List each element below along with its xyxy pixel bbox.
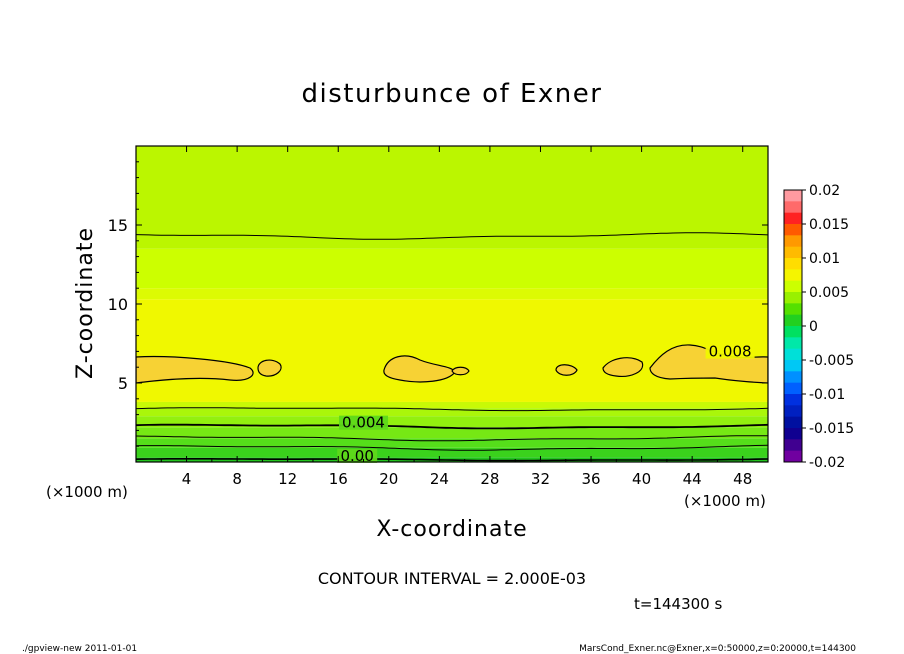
x-unit-label-left: (×1000 m) (46, 483, 128, 501)
x-tick-label-20: 20 (379, 470, 398, 488)
contour-label-0: 0.008 (709, 343, 752, 361)
contour-label-bg-2 (337, 448, 378, 463)
colorbar-segment-17 (784, 382, 802, 395)
colorbar-segment-22 (784, 439, 802, 452)
band-9 (136, 248, 768, 289)
x-tick-label-48: 48 (733, 470, 752, 488)
colorbar-label-1: 0.015 (809, 217, 849, 233)
time-text: t=144300 s (634, 595, 722, 613)
colorbar-label-6: -0.01 (809, 387, 845, 403)
colorbar-segment-18 (784, 394, 802, 406)
contour-line-0 (136, 458, 768, 462)
colorbar-segment-21 (784, 428, 802, 440)
colorbar-segment-3 (784, 224, 802, 236)
contour-label-2: 0.00 (340, 447, 373, 465)
x-axis-ticks: 4 8 12 16 20 24 28 32 36 40 44 48 (160, 146, 752, 488)
y-axis-ticks: 5 10 15 (108, 161, 768, 447)
contour-label-1: 0.004 (342, 414, 385, 432)
contour-line-5 (136, 232, 768, 240)
colorbar-label-0: 0.02 (809, 183, 840, 199)
colorbar-segments (784, 190, 802, 463)
contour-line-3 (136, 423, 768, 430)
colorbar-segment-16 (784, 371, 802, 384)
x-tick-label-24: 24 (430, 470, 449, 488)
contour-line-2 (136, 435, 768, 442)
colorbar-segment-12 (784, 326, 802, 338)
x-tick-label-4: 4 (182, 470, 192, 488)
x-tick-label-12: 12 (278, 470, 297, 488)
y-tick-label-10: 10 (108, 295, 128, 314)
blob-left (136, 355, 254, 384)
band-4 (136, 416, 768, 428)
colorbar-label-3: 0.005 (809, 285, 849, 301)
band-8 (136, 288, 768, 300)
colorbar-segment-13 (784, 337, 802, 350)
blob-26 (451, 366, 470, 376)
band-7 (136, 299, 768, 402)
x-tick-label-8: 8 (232, 470, 242, 488)
colorbar-segment-2 (784, 212, 802, 225)
colorbar-segment-4 (784, 235, 802, 248)
band-2 (136, 438, 768, 448)
contour-lines (136, 232, 768, 462)
x-tick-label-36: 36 (581, 470, 600, 488)
x-tick-label-28: 28 (480, 470, 499, 488)
colorbar-segment-23 (784, 450, 802, 463)
colorbar-segment-14 (784, 348, 802, 361)
x-axis-label: X-coordinate (376, 517, 527, 542)
blob-right (649, 344, 768, 384)
blob-39 (602, 357, 644, 377)
colorbar-segment-11 (784, 314, 802, 327)
chart-title: disturbunce of Exner (302, 79, 603, 109)
colorbar-segment-8 (784, 280, 802, 293)
colorbar-segment-9 (784, 292, 802, 304)
colorbar-label-5: -0.005 (809, 353, 854, 369)
colorbar-segment-19 (784, 405, 802, 418)
x-tick-label-16: 16 (329, 470, 348, 488)
band-6 (136, 401, 768, 409)
contour-labels: 0.008 0.004 0.00 (337, 343, 755, 465)
footer-right: MarsCond_Exner.nc@Exner,x=0:50000,z=0:20… (579, 644, 856, 654)
contour-line-1 (136, 444, 768, 451)
color-bands (136, 146, 768, 462)
colorbar-segment-15 (784, 360, 802, 372)
y-tick-label-5: 5 (118, 374, 128, 393)
colorbar-segment-5 (784, 246, 802, 259)
x-tick-label-40: 40 (632, 470, 651, 488)
colorbar: 0.02 0.015 0.01 0.005 0 -0.005 -0.01 -0.015 -0.0… (783, 183, 854, 471)
contour-interval-text: CONTOUR INTERVAL = 2.000E-03 (318, 569, 586, 588)
colorbar-segment-0 (784, 190, 802, 202)
x-tick-label-44: 44 (683, 470, 702, 488)
y-tick-label-15: 15 (108, 216, 128, 235)
blob-34 (555, 364, 578, 376)
colorbar-segment-20 (784, 416, 802, 429)
colorbar-label-4: 0 (809, 319, 818, 335)
contour-line-4 (136, 407, 768, 412)
colorbar-segment-1 (784, 201, 802, 214)
x-unit-label-right: (×1000 m) (684, 492, 766, 510)
contour-label-bg-1 (339, 415, 389, 430)
colorbar-label-2: 0.01 (809, 251, 840, 267)
footer-left: ./gpview-new 2011-01-01 (22, 644, 137, 654)
band-10 (136, 146, 768, 249)
colorbar-segment-6 (784, 258, 802, 270)
band-5 (136, 408, 768, 417)
y-axis-label: Z-coordinate (73, 227, 98, 379)
blob-10 (257, 359, 282, 377)
colorbar-label-8: -0.02 (809, 455, 845, 471)
band-3 (136, 427, 768, 439)
colorbar-label-7: -0.015 (809, 421, 854, 437)
x-tick-label-32: 32 (531, 470, 550, 488)
colorbar-segment-10 (784, 303, 802, 316)
band-1 (136, 447, 768, 458)
colorbar-ticks: 0.02 0.015 0.01 0.005 0 -0.005 -0.01 -0.015 -0.0… (802, 183, 854, 471)
contour-label-bg-0 (705, 344, 755, 359)
colorbar-segment-7 (784, 269, 802, 282)
